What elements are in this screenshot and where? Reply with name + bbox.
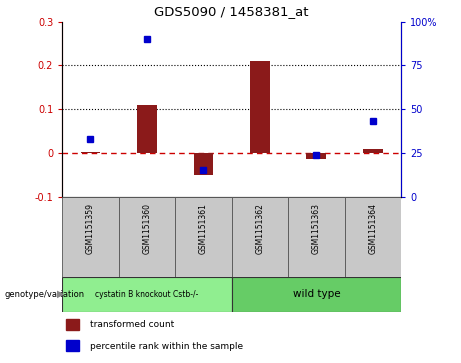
Bar <box>344 197 401 277</box>
Text: percentile rank within the sample: percentile rank within the sample <box>90 342 243 351</box>
Title: GDS5090 / 1458381_at: GDS5090 / 1458381_at <box>154 5 309 18</box>
Text: wild type: wild type <box>293 289 340 299</box>
Text: ▶: ▶ <box>57 289 64 299</box>
Bar <box>137 105 157 153</box>
Bar <box>81 152 100 153</box>
Text: GSM1151359: GSM1151359 <box>86 203 95 254</box>
Bar <box>250 61 270 153</box>
Bar <box>231 277 401 311</box>
Text: GSM1151362: GSM1151362 <box>255 203 265 254</box>
Bar <box>307 153 326 159</box>
Bar <box>66 319 79 330</box>
Text: GSM1151360: GSM1151360 <box>142 203 152 254</box>
Bar <box>194 153 213 175</box>
Text: transformed count: transformed count <box>90 321 175 330</box>
Bar <box>66 340 79 351</box>
Bar <box>175 197 231 277</box>
Bar <box>288 197 344 277</box>
Bar <box>62 277 231 311</box>
Bar <box>363 150 383 153</box>
Text: genotype/variation: genotype/variation <box>5 290 85 299</box>
Text: GSM1151364: GSM1151364 <box>368 203 378 254</box>
Text: GSM1151361: GSM1151361 <box>199 203 208 254</box>
Bar <box>62 197 118 277</box>
Text: cystatin B knockout Cstb-/-: cystatin B knockout Cstb-/- <box>95 290 199 299</box>
Text: GSM1151363: GSM1151363 <box>312 203 321 254</box>
Bar <box>231 197 288 277</box>
Bar <box>118 197 175 277</box>
